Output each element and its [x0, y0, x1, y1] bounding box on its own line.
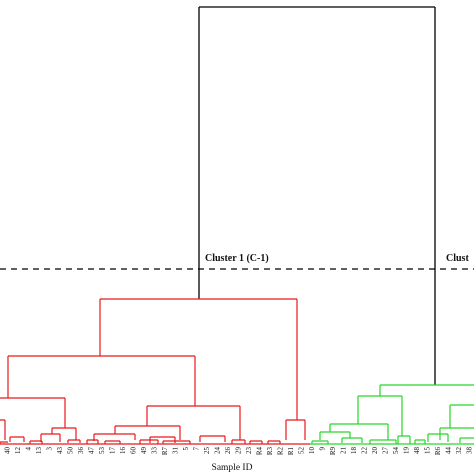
leaf-label: 26: [224, 447, 232, 455]
leaf-label: 16: [119, 447, 127, 455]
leaf-label: 18: [350, 447, 358, 455]
leaf-label: 32: [455, 447, 463, 455]
leaf-label: 60: [130, 447, 138, 455]
leaf-label: 19: [403, 447, 411, 455]
leaf-label: R3: [266, 447, 274, 456]
leaf-label: 17: [109, 447, 117, 455]
leaf-label: 3: [46, 447, 54, 451]
leaf-label: 53: [98, 447, 106, 455]
leaf-label: 47: [88, 447, 96, 455]
leaf-label: 31: [172, 447, 180, 455]
leaf-label: 50: [67, 447, 75, 455]
leaf-label: 43: [56, 447, 64, 455]
leaf-label: 20: [371, 447, 379, 455]
leaf-label: 25: [203, 447, 211, 455]
leaf-label: 40: [4, 447, 12, 455]
leaf-label: 49: [140, 447, 148, 455]
leaf-label: R1: [287, 447, 295, 456]
leaf-label: R2: [277, 447, 285, 456]
leaf-label: R6: [434, 447, 442, 456]
leaf-label: 12: [14, 447, 22, 455]
cluster-1-branches: [0, 298, 310, 445]
leaf-label: 5: [182, 447, 190, 451]
leaf-label: 9: [319, 447, 327, 451]
cluster-2-branches: [310, 384, 474, 445]
leaf-label: 33: [151, 447, 159, 455]
leaf-label: 22: [361, 447, 369, 455]
leaf-label: 23: [245, 447, 253, 455]
leaf-label: 52: [298, 447, 306, 455]
leaf-label: 10: [308, 447, 316, 455]
leaf-label: 7: [193, 447, 201, 451]
leaf-label: 21: [340, 447, 348, 455]
x-axis-label: Sample ID: [212, 463, 253, 473]
leaf-label: R9: [329, 447, 337, 456]
leaf-label: 44: [445, 447, 453, 455]
leaf-label: 24: [214, 447, 222, 455]
leaf-label: 29: [235, 447, 243, 455]
leaf-label: 4: [25, 447, 33, 451]
cluster-1-label: Cluster 1 (C-1): [205, 253, 269, 264]
root-link: [198, 6, 436, 385]
leaf-label: 54: [392, 447, 400, 455]
leaf-label: 48: [413, 447, 421, 455]
leaf-label: 38: [466, 447, 474, 455]
leaf-label: 15: [424, 447, 432, 455]
leaf-label: R7: [161, 447, 169, 456]
leaf-label: 13: [35, 447, 43, 455]
leaf-label: R4: [256, 447, 264, 456]
leaf-label: 36: [77, 447, 85, 455]
cluster-2-label: Clust: [446, 253, 469, 264]
leaf-label: 27: [382, 447, 390, 455]
leaf-labels: 40 12 4 13 3 43 50 36 47 53 17 16 60 49 33 R7 31 5 7 25 24 26…: [4, 447, 474, 456]
